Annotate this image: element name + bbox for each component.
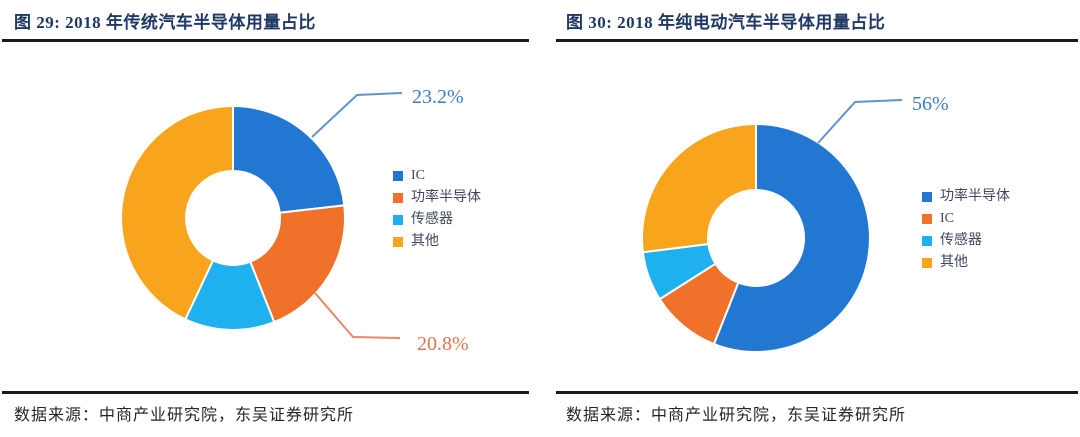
- figure-29-bottom-rule: [2, 391, 529, 394]
- donut-slice-功率半导体: [249, 204, 346, 324]
- legend-item-ic: IC: [922, 208, 1010, 230]
- figure-30-title-rule: [556, 39, 1078, 42]
- figure-30-panel: 图 30: 2018 年纯电动汽车半导体用量占比 56% 功率半导体 IC 传感…: [556, 0, 1078, 437]
- donut-slice-IC: [232, 104, 346, 214]
- figure-29-title-rule: [2, 39, 529, 42]
- donut-slice-其他: [641, 122, 757, 254]
- legend-swatch-other: [922, 258, 932, 268]
- donut-chart-electric-car: 56%: [641, 93, 949, 353]
- donut-slice-其他: [120, 104, 234, 321]
- legend-label-other: 其他: [940, 255, 968, 270]
- legend-label-ic: IC: [940, 211, 954, 226]
- figure-29-source: 数据来源：中商产业研究院，东吴证券研究所: [14, 407, 355, 424]
- legend-swatch-power-semiconductor: [393, 193, 403, 203]
- legend-label-other: 其他: [411, 234, 439, 249]
- figure-30-bottom-rule: [556, 391, 1078, 394]
- legend-label-sensor: 传感器: [940, 233, 982, 248]
- legend-label-sensor: 传感器: [411, 212, 453, 227]
- legend-electric: 功率半导体 IC 传感器 其他: [922, 186, 1010, 274]
- legend-item-other: 其他: [922, 252, 1010, 274]
- legend-item-sensor: 传感器: [393, 209, 481, 231]
- legend-traditional: IC 功率半导体 传感器 其他: [393, 165, 481, 253]
- legend-item-power-semiconductor: 功率半导体: [922, 186, 1010, 208]
- figure-30-title: 图 30: 2018 年纯电动汽车半导体用量占比: [566, 13, 886, 32]
- callout-label-power-semiconductor: 56%: [912, 93, 949, 115]
- callout-label-power-semiconductor: 20.8%: [417, 333, 469, 355]
- figure-29-title: 图 29: 2018 年传统汽车半导体用量占比: [14, 13, 316, 32]
- callout-line-power-semiconductor: [817, 99, 903, 144]
- donut-traditional: [120, 104, 346, 331]
- legend-swatch-sensor: [393, 215, 403, 225]
- donut-chart-traditional-car: 23.2% 20.8%: [120, 86, 469, 355]
- donut-slice-功率半导体: [712, 122, 871, 353]
- legend-label-power-semiconductor: 功率半导体: [940, 189, 1010, 204]
- legend-swatch-ic: [393, 171, 403, 181]
- legend-swatch-sensor: [922, 236, 932, 246]
- figure-30-source: 数据来源：中商产业研究院，东吴证券研究所: [566, 407, 907, 424]
- legend-swatch-ic: [922, 214, 932, 224]
- callout-line-ic: [311, 92, 403, 138]
- callout-line-power-semiconductor: [314, 292, 401, 339]
- legend-item-sensor: 传感器: [922, 230, 1010, 252]
- figure-29-panel: 图 29: 2018 年传统汽车半导体用量占比 23.2% 20.8% IC 功…: [2, 0, 529, 437]
- legend-item-ic: IC: [393, 165, 481, 187]
- legend-label-ic: IC: [411, 168, 425, 183]
- legend-swatch-power-semiconductor: [922, 192, 932, 202]
- legend-item-other: 其他: [393, 231, 481, 253]
- legend-label-power-semiconductor: 功率半导体: [411, 190, 481, 205]
- callout-label-ic: 23.2%: [412, 86, 464, 108]
- donut-electric: [641, 122, 871, 353]
- legend-swatch-other: [393, 237, 403, 247]
- legend-item-power-semiconductor: 功率半导体: [393, 187, 481, 209]
